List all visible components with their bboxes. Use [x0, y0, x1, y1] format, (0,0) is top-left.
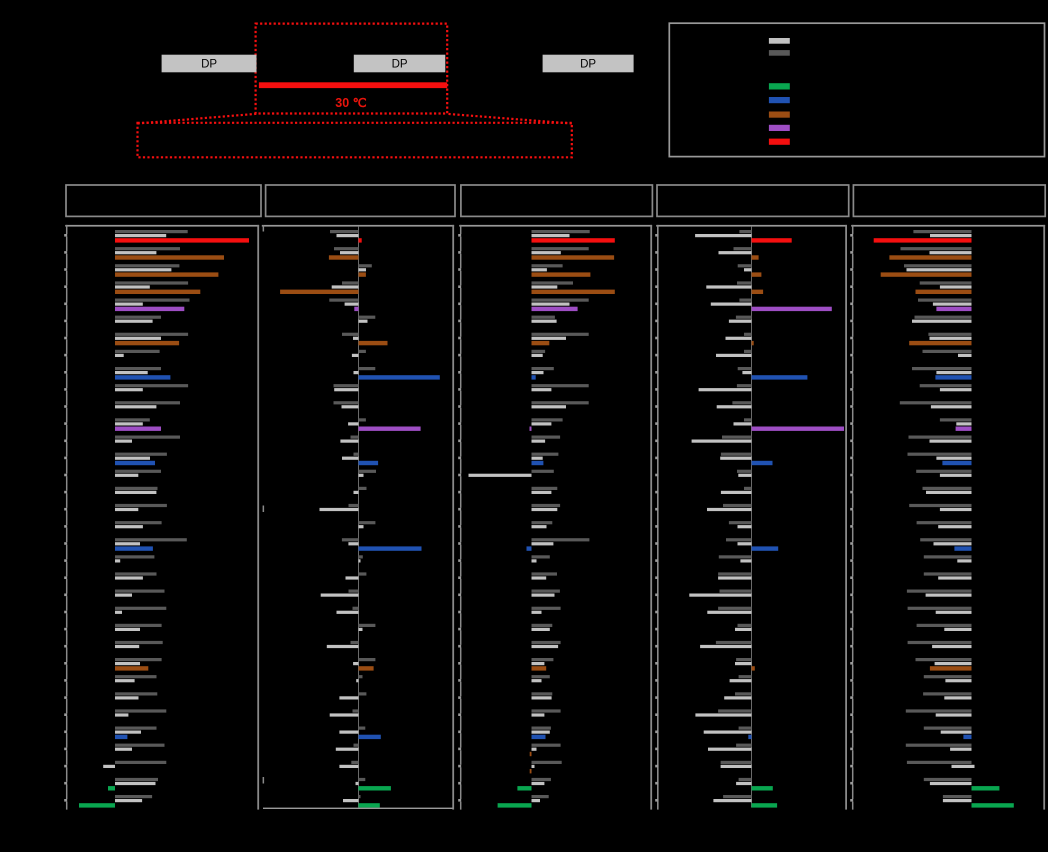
svg-text:30 ℃: 30 ℃ [335, 96, 366, 110]
svg-text:DP: DP [392, 59, 408, 71]
svg-text:DP: DP [201, 59, 217, 71]
svg-text:DP: DP [580, 59, 596, 71]
